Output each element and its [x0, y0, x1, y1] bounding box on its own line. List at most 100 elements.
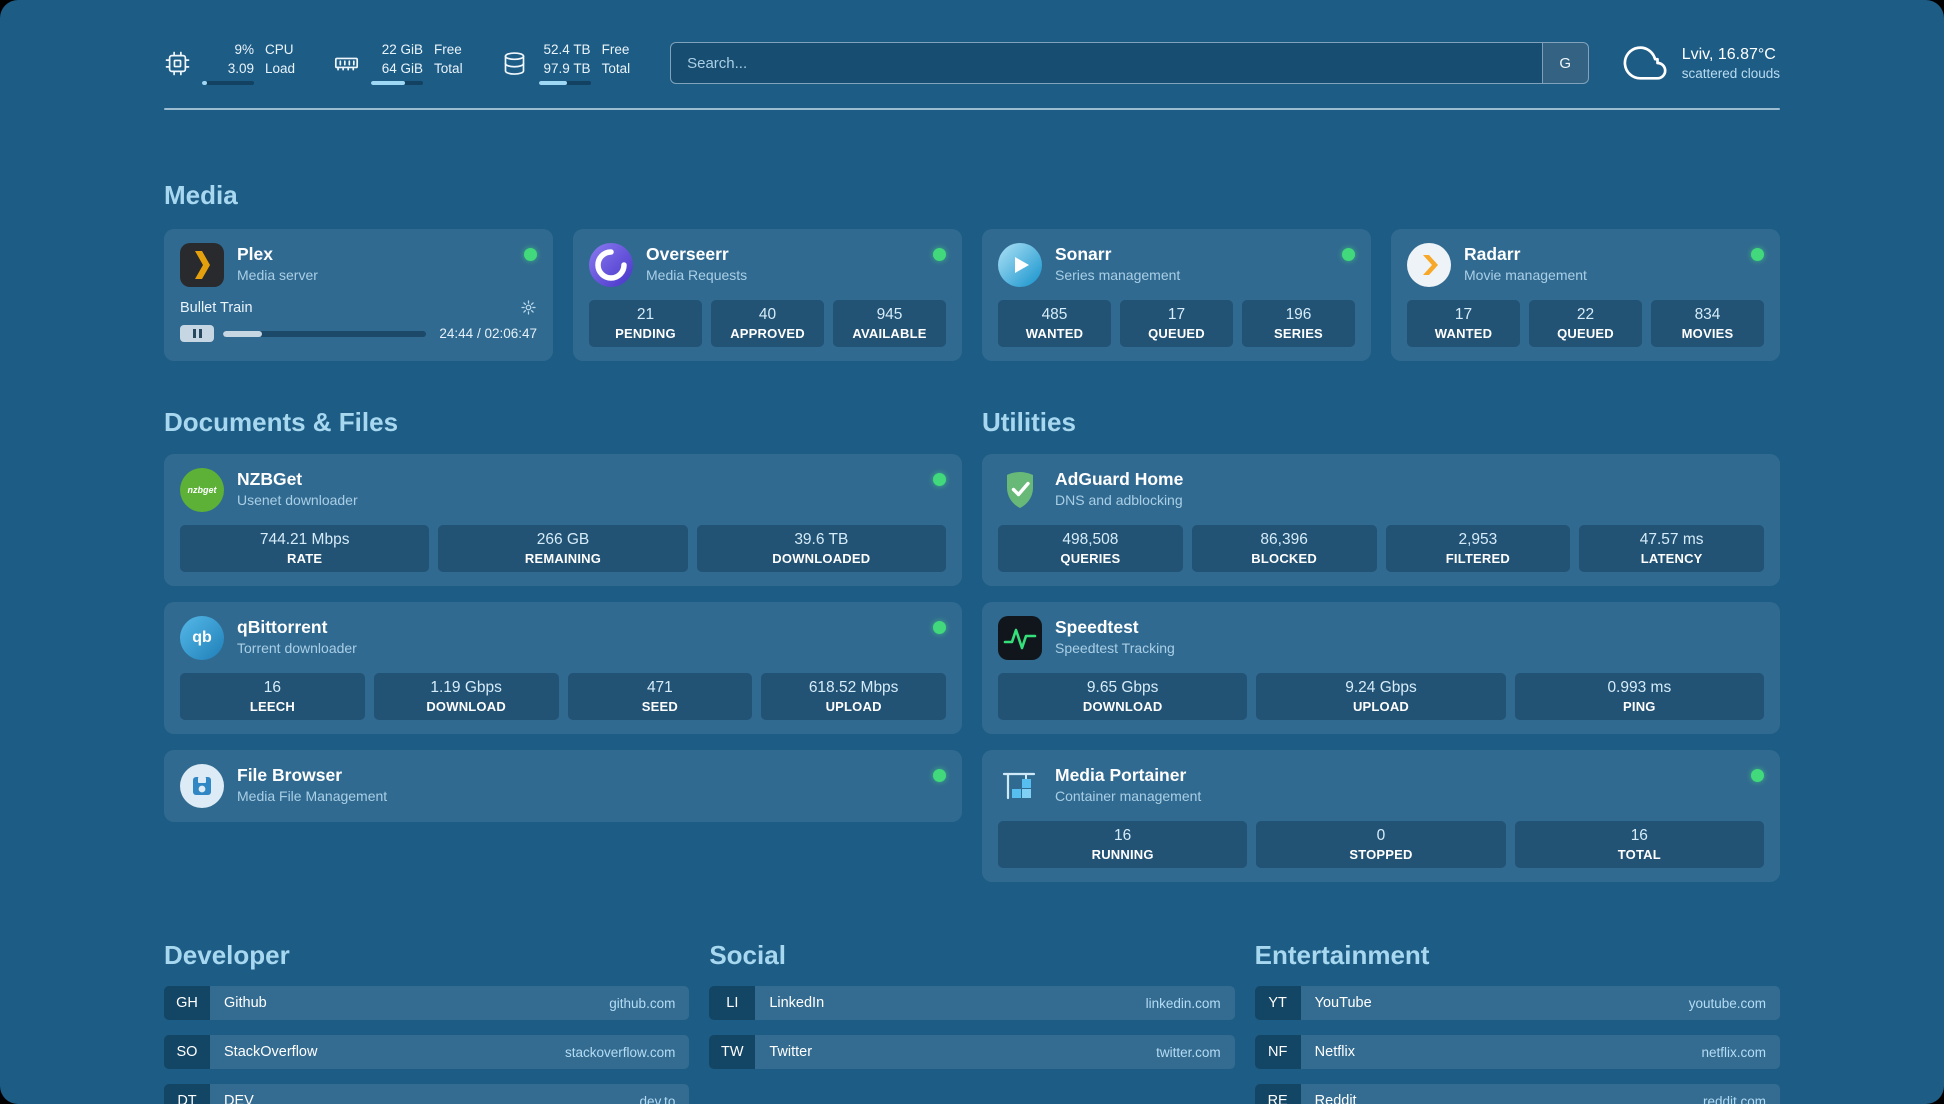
stat-box: 17 QUEUED [1120, 300, 1233, 347]
bookmarks-developer: Developer GH Github github.com SO StackO… [164, 940, 690, 1104]
bookmark-github[interactable]: GH Github github.com [164, 986, 690, 1020]
status-dot [524, 248, 537, 261]
bookmark-name: StackOverflow [224, 1044, 318, 1060]
pause-button[interactable] [180, 325, 214, 342]
resource-memory: 22 GiB 64 GiB Free Total [333, 41, 463, 85]
stat-label: SEED [641, 699, 678, 714]
search-bar[interactable]: G [670, 42, 1589, 84]
stat-value: 744.21 Mbps [259, 531, 350, 548]
stat-value: 618.52 Mbps [808, 679, 899, 696]
bookmark-youtube[interactable]: YT YouTube youtube.com [1254, 986, 1780, 1020]
bookmark-name: YouTube [1314, 995, 1372, 1011]
status-dot [1751, 248, 1764, 261]
adguard-card[interactable]: AdGuard Home DNS and adblocking 498,508 … [982, 454, 1780, 586]
memory-label-top: Free [434, 42, 462, 58]
radarr-card[interactable]: Radarr Movie management 17 WANTED 22 QUE… [1391, 229, 1780, 361]
memory-total: 64 GiB [381, 60, 424, 76]
stat-box: 40 APPROVED [711, 300, 824, 347]
search-provider-button[interactable]: G [1541, 43, 1588, 83]
stat-label: RATE [287, 551, 323, 566]
stat-value: 17 [1454, 306, 1473, 323]
service-name: Plex [237, 244, 273, 264]
stat-label: QUERIES [1060, 551, 1121, 566]
cpu-load: 3.09 [227, 60, 254, 76]
radarr-icon [1407, 243, 1451, 287]
bookmark-abbr: GH [164, 986, 210, 1020]
qbittorrent-card[interactable]: qb qBittorrent Torrent downloader 16 LEE… [164, 602, 962, 734]
stat-label: UPLOAD [1352, 699, 1410, 714]
bookmark-url: netflix.com [1701, 1044, 1766, 1060]
service-subtitle: Series management [1055, 267, 1181, 283]
plex-card[interactable]: Plex Media server Bullet Train [164, 229, 553, 361]
stat-label: QUEUED [1148, 326, 1205, 341]
speedtest-card[interactable]: Speedtest Speedtest Tracking 9.65 Gbps D… [982, 602, 1780, 734]
stat-label: APPROVED [730, 326, 805, 341]
service-name: Speedtest [1055, 617, 1139, 637]
playback-progress-bar[interactable] [223, 330, 427, 337]
stat-value: 22 [1576, 306, 1595, 323]
bookmark-abbr: SO [164, 1035, 210, 1069]
cloud-icon [1623, 40, 1669, 86]
stat-box: 196 SERIES [1242, 300, 1355, 347]
stat-value: 196 [1285, 306, 1312, 323]
bookmark-name: Reddit [1314, 1093, 1357, 1104]
bookmark-reddit[interactable]: RE Reddit reddit.com [1254, 1084, 1780, 1104]
bookmark-url: github.com [609, 995, 676, 1011]
search-input[interactable] [671, 43, 1542, 83]
bookmark-name: Netflix [1314, 1044, 1355, 1060]
bookmark-url: twitter.com [1156, 1044, 1221, 1060]
stat-box: 47.57 ms LATENCY [1579, 525, 1764, 572]
filebrowser-icon [180, 764, 224, 808]
filebrowser-card[interactable]: File Browser Media File Management [164, 750, 962, 822]
section-title-social: Social [709, 940, 786, 970]
stat-label: FILTERED [1445, 551, 1510, 566]
stat-box: 17 WANTED [1407, 300, 1520, 347]
plex-icon [180, 243, 224, 287]
bookmark-stackoverflow[interactable]: SO StackOverflow stackoverflow.com [164, 1035, 690, 1069]
stat-box: 0 STOPPED [1256, 821, 1506, 868]
service-name: qBittorrent [237, 617, 328, 637]
stat-box: 471 SEED [567, 673, 753, 720]
memory-usage-bar-fill [371, 80, 406, 85]
bookmark-abbr: NF [1254, 1035, 1301, 1069]
status-dot [1751, 769, 1764, 782]
stat-value: 17 [1167, 306, 1186, 323]
memory-values: 22 GiB 64 GiB [371, 41, 424, 85]
bookmark-netflix[interactable]: NF Netflix netflix.com [1254, 1035, 1780, 1069]
cpu-usage: 9% [234, 42, 254, 58]
stat-value: 2,953 [1458, 531, 1498, 548]
section-documents: Documents & Files nzbget NZBGet Usenet d… [164, 407, 962, 882]
cpu-values: 9% 3.09 [202, 41, 254, 85]
service-subtitle: DNS and adblocking [1055, 492, 1183, 508]
stat-box: 2,953 FILTERED [1385, 525, 1571, 572]
settings-gear-icon[interactable] [520, 299, 537, 316]
stat-box: 498,508 QUERIES [998, 525, 1183, 572]
bookmark-url: reddit.com [1702, 1093, 1766, 1104]
stat-box: 16 LEECH [180, 673, 365, 720]
bookmark-dev[interactable]: DT DEV dev.to [164, 1084, 690, 1104]
section-title-developer: Developer [164, 940, 290, 970]
media-grid: Plex Media server Bullet Train [164, 229, 1780, 361]
stat-value: 40 [758, 306, 777, 323]
cpu-labels: CPU Load [265, 41, 295, 77]
nzbget-card[interactable]: nzbget NZBGet Usenet downloader 744.21 M… [164, 454, 962, 586]
resource-widgets: 9% 3.09 CPU Load 22 [164, 41, 630, 85]
overseerr-card[interactable]: Overseerr Media Requests 21 PENDING 40 A… [573, 229, 962, 361]
stat-label: DOWNLOAD [426, 699, 506, 714]
section-utilities: Utilities AdGuard Home DNS and adblockin… [982, 407, 1780, 882]
bookmark-abbr: TW [709, 1035, 756, 1069]
stat-value: 21 [636, 306, 655, 323]
stat-label: WANTED [1025, 326, 1084, 341]
bookmark-twitter[interactable]: TW Twitter twitter.com [709, 1035, 1235, 1069]
stat-box: 266 GB REMAINING [438, 525, 688, 572]
bookmark-url: dev.to [639, 1093, 676, 1104]
stat-label: WANTED [1434, 326, 1493, 341]
stat-value: 86,396 [1260, 531, 1308, 548]
stat-value: 266 GB [536, 531, 590, 548]
stat-box: 22 QUEUED [1529, 300, 1642, 347]
sonarr-card[interactable]: Sonarr Series management 485 WANTED 17 Q… [982, 229, 1371, 361]
bookmark-linkedin[interactable]: LI LinkedIn linkedin.com [709, 986, 1235, 1020]
portainer-card[interactable]: Media Portainer Container management 16 … [982, 750, 1780, 882]
bookmark-url: stackoverflow.com [565, 1044, 676, 1060]
service-subtitle: Media File Management [237, 788, 388, 804]
